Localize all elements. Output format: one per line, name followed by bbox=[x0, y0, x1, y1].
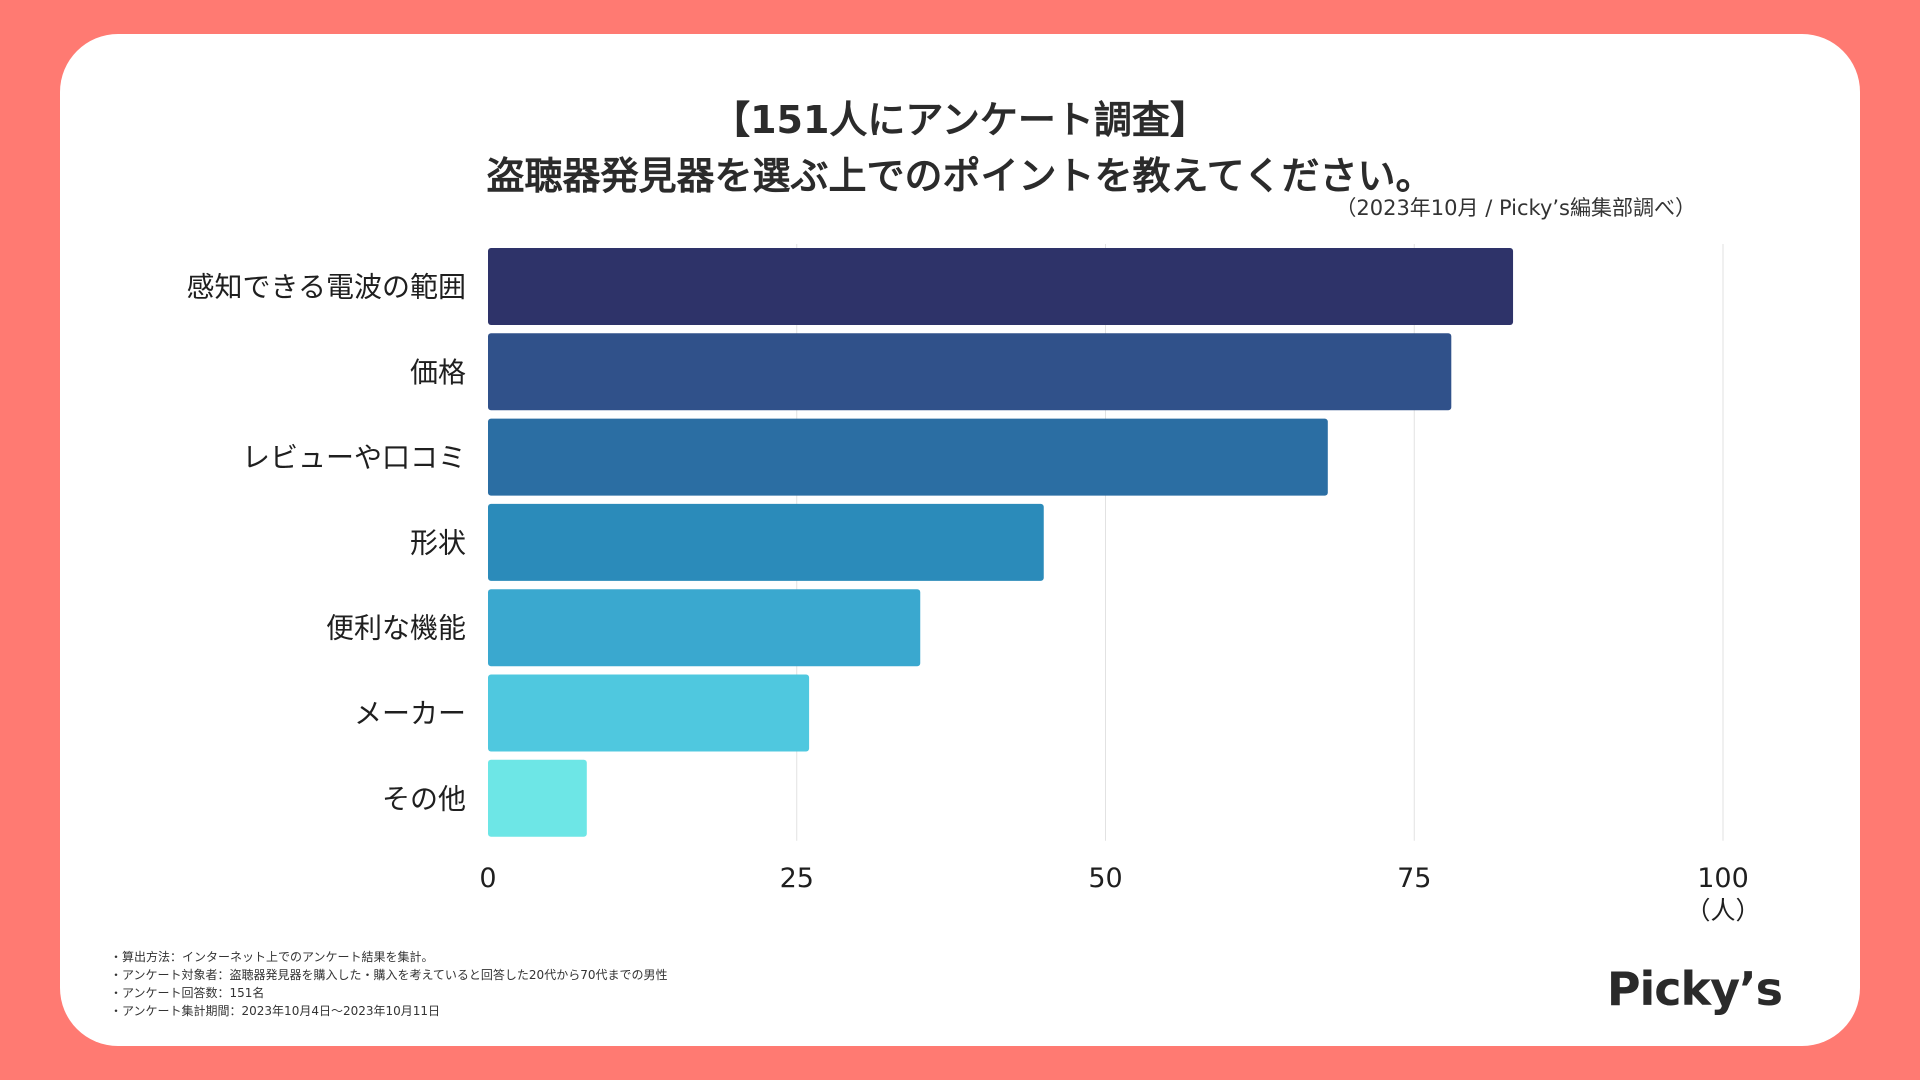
survey-notes: ・算出方法：インターネット上でのアンケート結果を集計。 ・アンケート対象者：盗聴… bbox=[110, 948, 667, 1020]
chart-card: 【151人にアンケート調査】 盗聴器発見器を選ぶ上でのポイントを教えてください。… bbox=[60, 34, 1860, 1046]
note-period: ・アンケート集計期間：2023年10月4日〜2023年10月11日 bbox=[110, 1004, 441, 1018]
note-method: ・算出方法：インターネット上でのアンケート結果を集計。 bbox=[110, 950, 434, 964]
x-tick-label-25: 25 bbox=[780, 863, 814, 894]
x-tick-label-50: 50 bbox=[1088, 863, 1122, 894]
category-label-7: その他 bbox=[382, 782, 466, 815]
category-label-3: レビューや口コミ bbox=[242, 441, 466, 474]
bar-3 bbox=[488, 418, 1328, 496]
bar-6 bbox=[488, 674, 810, 752]
bar-5 bbox=[488, 589, 921, 667]
x-tick-label-100: 100 bbox=[1697, 863, 1749, 894]
category-label-5: 便利な機能 bbox=[326, 612, 466, 645]
bar-4 bbox=[488, 503, 1044, 581]
brand-logo: Picky’s bbox=[1606, 962, 1783, 1016]
note-count: ・アンケート回答数：151名 bbox=[110, 986, 265, 1000]
bar-2 bbox=[488, 333, 1452, 411]
x-tick-label-75: 75 bbox=[1397, 863, 1431, 894]
bar-1 bbox=[488, 248, 1514, 325]
chart-title: 【151人にアンケート調査】 盗聴器発見器を選ぶ上でのポイントを教えてください。 bbox=[60, 92, 1860, 204]
title-line-1: 【151人にアンケート調査】 bbox=[712, 98, 1208, 142]
category-label-1: 感知できる電波の範囲 bbox=[187, 271, 466, 304]
x-axis-unit: （人） bbox=[1685, 896, 1760, 925]
category-label-6: メーカー bbox=[354, 697, 466, 730]
source-note: （2023年10月 / Picky’s編集部調べ） bbox=[1335, 196, 1696, 220]
note-target: ・アンケート対象者：盗聴器発見器を購入した・購入を考えていると回答した20代から… bbox=[110, 968, 668, 982]
bar-7 bbox=[488, 759, 587, 837]
category-label-2: 価格 bbox=[410, 356, 466, 389]
category-label-4: 形状 bbox=[410, 526, 466, 559]
title-line-2: 盗聴器発見器を選ぶ上でのポイントを教えてください。 bbox=[486, 154, 1434, 198]
x-tick-label-0: 0 bbox=[479, 863, 496, 894]
